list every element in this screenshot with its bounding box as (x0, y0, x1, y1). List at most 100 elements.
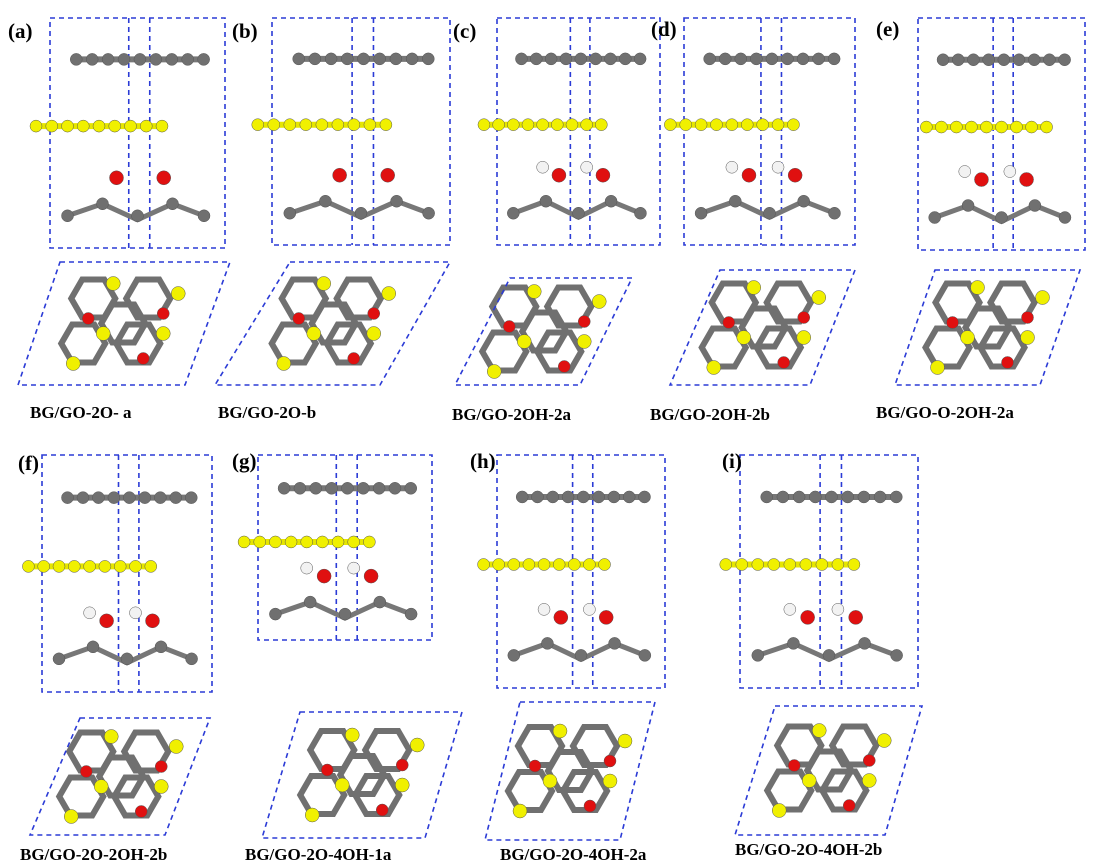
atom (22, 560, 34, 572)
atom (798, 312, 810, 324)
atom (726, 119, 738, 131)
atom (139, 492, 151, 504)
atom (493, 119, 505, 131)
atom (304, 596, 316, 608)
atom (348, 353, 360, 365)
atom (813, 53, 825, 65)
atom (967, 54, 979, 66)
atom (374, 53, 386, 65)
atom (527, 285, 541, 299)
atom (747, 281, 761, 295)
atom (84, 607, 96, 619)
atom (849, 610, 863, 624)
panel-label: (c) (453, 19, 476, 43)
atom (114, 560, 126, 572)
atom (843, 800, 855, 812)
atom (581, 161, 593, 173)
atom (284, 207, 296, 219)
atom (1059, 212, 1071, 224)
atom (62, 120, 74, 132)
cell-top (455, 278, 632, 385)
atom (316, 536, 328, 548)
atom (1002, 357, 1014, 369)
atom (965, 121, 977, 133)
atom (123, 492, 135, 504)
atom (823, 649, 835, 661)
atom (842, 491, 854, 503)
panel: (g)BG/GO-2O-4OH-1a (232, 449, 462, 864)
atom (729, 195, 741, 207)
atom (959, 166, 971, 178)
atom (812, 291, 826, 305)
atom (599, 610, 613, 624)
atom (863, 755, 875, 767)
atom (604, 755, 616, 767)
atom (736, 559, 748, 571)
panel-caption: BG/GO-2O- a (30, 403, 132, 422)
atom (422, 53, 434, 65)
atom (772, 804, 786, 818)
atom (737, 331, 751, 345)
cell-top (485, 702, 655, 840)
atom (710, 119, 722, 131)
atom (1041, 121, 1053, 133)
atom (752, 559, 764, 571)
atom (507, 119, 519, 131)
atom (513, 804, 527, 818)
atom (971, 281, 985, 295)
atom (962, 200, 974, 212)
atom (487, 365, 501, 379)
atom (618, 734, 632, 748)
atom (382, 287, 396, 301)
panel-caption: BG/GO-2O-4OH-2a (500, 845, 647, 864)
atom (150, 53, 162, 65)
panel-label: (i) (722, 449, 742, 473)
atom (285, 536, 297, 548)
atom (277, 357, 291, 371)
atom (478, 559, 490, 571)
atom (364, 119, 376, 131)
atom (554, 610, 568, 624)
panel: (f)BG/GO-2O-2OH-2b (18, 451, 212, 864)
atom (547, 491, 559, 503)
atom (553, 724, 567, 738)
atom (608, 491, 620, 503)
atom (82, 313, 94, 325)
atom (1026, 121, 1038, 133)
atom (390, 53, 402, 65)
atom (100, 614, 114, 628)
atom (592, 295, 606, 309)
atom (723, 317, 735, 329)
atom (167, 198, 179, 210)
atom (634, 207, 646, 219)
atom (1011, 121, 1023, 133)
atom (341, 482, 353, 494)
atom (77, 120, 89, 132)
atom (891, 649, 903, 661)
atom (345, 728, 359, 742)
panel-caption: BG/GO-2O-2OH-2b (20, 845, 167, 864)
atom (53, 560, 65, 572)
atom (1029, 200, 1041, 212)
atom (109, 120, 121, 132)
atom (566, 119, 578, 131)
atom (560, 53, 572, 65)
atom (300, 119, 312, 131)
atom (92, 492, 104, 504)
atom (77, 492, 89, 504)
atom (573, 207, 585, 219)
atom (30, 120, 42, 132)
atom (605, 195, 617, 207)
atom (704, 53, 716, 65)
atom (788, 760, 800, 772)
atom (332, 536, 344, 548)
atom (832, 603, 844, 615)
atom (62, 492, 74, 504)
atom (545, 53, 557, 65)
atom (381, 168, 395, 182)
atom (132, 210, 144, 222)
atom (478, 119, 490, 131)
atom (634, 53, 646, 65)
atom (157, 171, 171, 185)
atom (269, 536, 281, 548)
